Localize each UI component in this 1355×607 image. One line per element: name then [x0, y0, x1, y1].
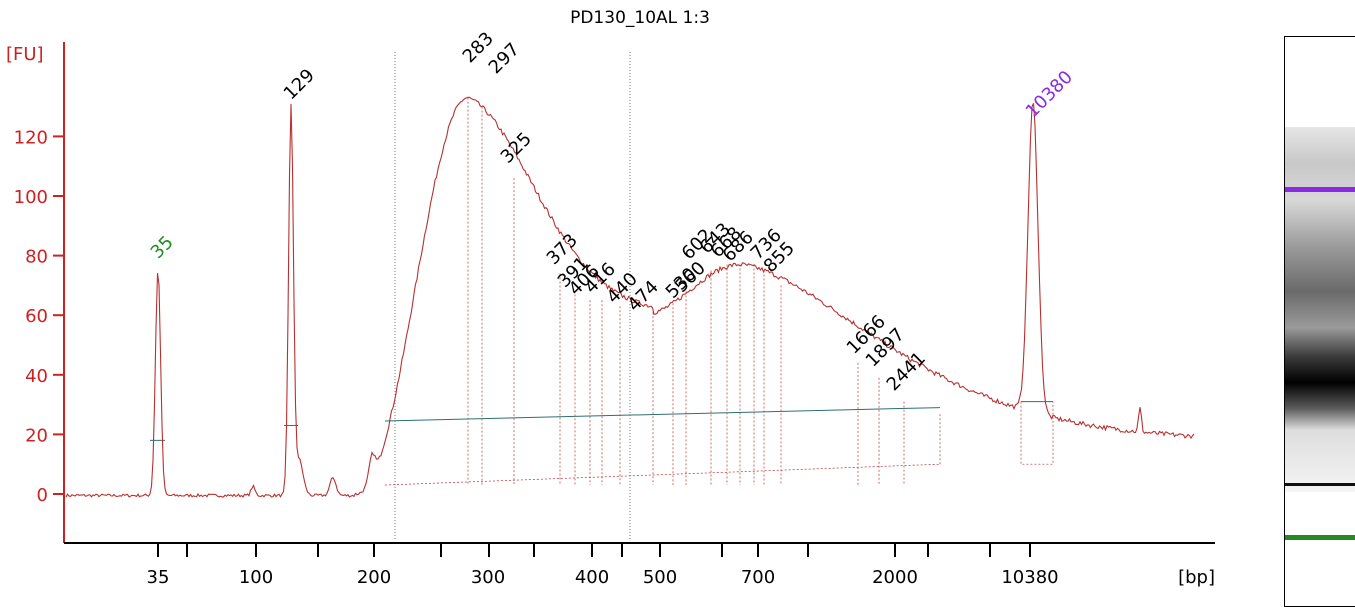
upper-marker-area: [1020, 401, 1054, 465]
y-tick-label-100: 100: [14, 187, 48, 208]
peak-labels: 3512928329732537339140641644047453056060…: [147, 28, 1077, 395]
gel-upper-marker-band: [1285, 187, 1355, 192]
x-tick-label-500: 500: [643, 567, 677, 588]
x-tick-label-300: 300: [471, 567, 505, 588]
x-axis-label: [bp]: [1178, 567, 1215, 588]
baseline-segments: [150, 401, 1053, 441]
gel-lower-marker-band: [1285, 535, 1355, 540]
y-axis-label: [FU]: [6, 44, 44, 65]
axes: [FU] 0 20 40 60 80 100 120 35 100 200 300 400 500 700 2…: [6, 42, 1215, 588]
gel-background: [1285, 127, 1355, 492]
chart-title: PD130_10AL 1:3: [570, 8, 710, 28]
x-tick-label-400: 400: [575, 567, 609, 588]
x-tick-label-2000: 2000: [872, 567, 918, 588]
x-tick-label-700: 700: [741, 567, 775, 588]
y-tick-label-60: 60: [25, 306, 48, 327]
gel-band-129: [1285, 483, 1355, 486]
x-tick-label-35: 35: [147, 567, 170, 588]
y-tick-label-40: 40: [25, 366, 48, 387]
baseline-smear: [384, 407, 941, 422]
peak-label-129: 129: [280, 65, 319, 104]
y-tick-label-20: 20: [25, 425, 48, 446]
x-tick-label-200: 200: [357, 567, 391, 588]
gel-lane-image: [1285, 127, 1355, 540]
x-tick-label-100: 100: [239, 567, 273, 588]
y-tick-label-80: 80: [25, 247, 48, 268]
smear-lower-bound: [384, 463, 941, 486]
y-tick-label-120: 120: [14, 127, 48, 148]
peak-label-35: 35: [147, 232, 178, 263]
peak-label-10380: 10380: [1022, 67, 1077, 122]
electropherogram-plot: [FU] 0 20 40 60 80 100 120 35 100 200 300 400 500 700 2…: [6, 28, 1215, 588]
peak-area-layer: [384, 97, 1054, 486]
gel-lane: [1284, 36, 1355, 607]
static-layer: [394, 52, 631, 540]
trace-line: [65, 96, 1195, 498]
y-tick-label-0: 0: [37, 485, 48, 506]
x-tick-label-10380: 10380: [1001, 567, 1058, 588]
